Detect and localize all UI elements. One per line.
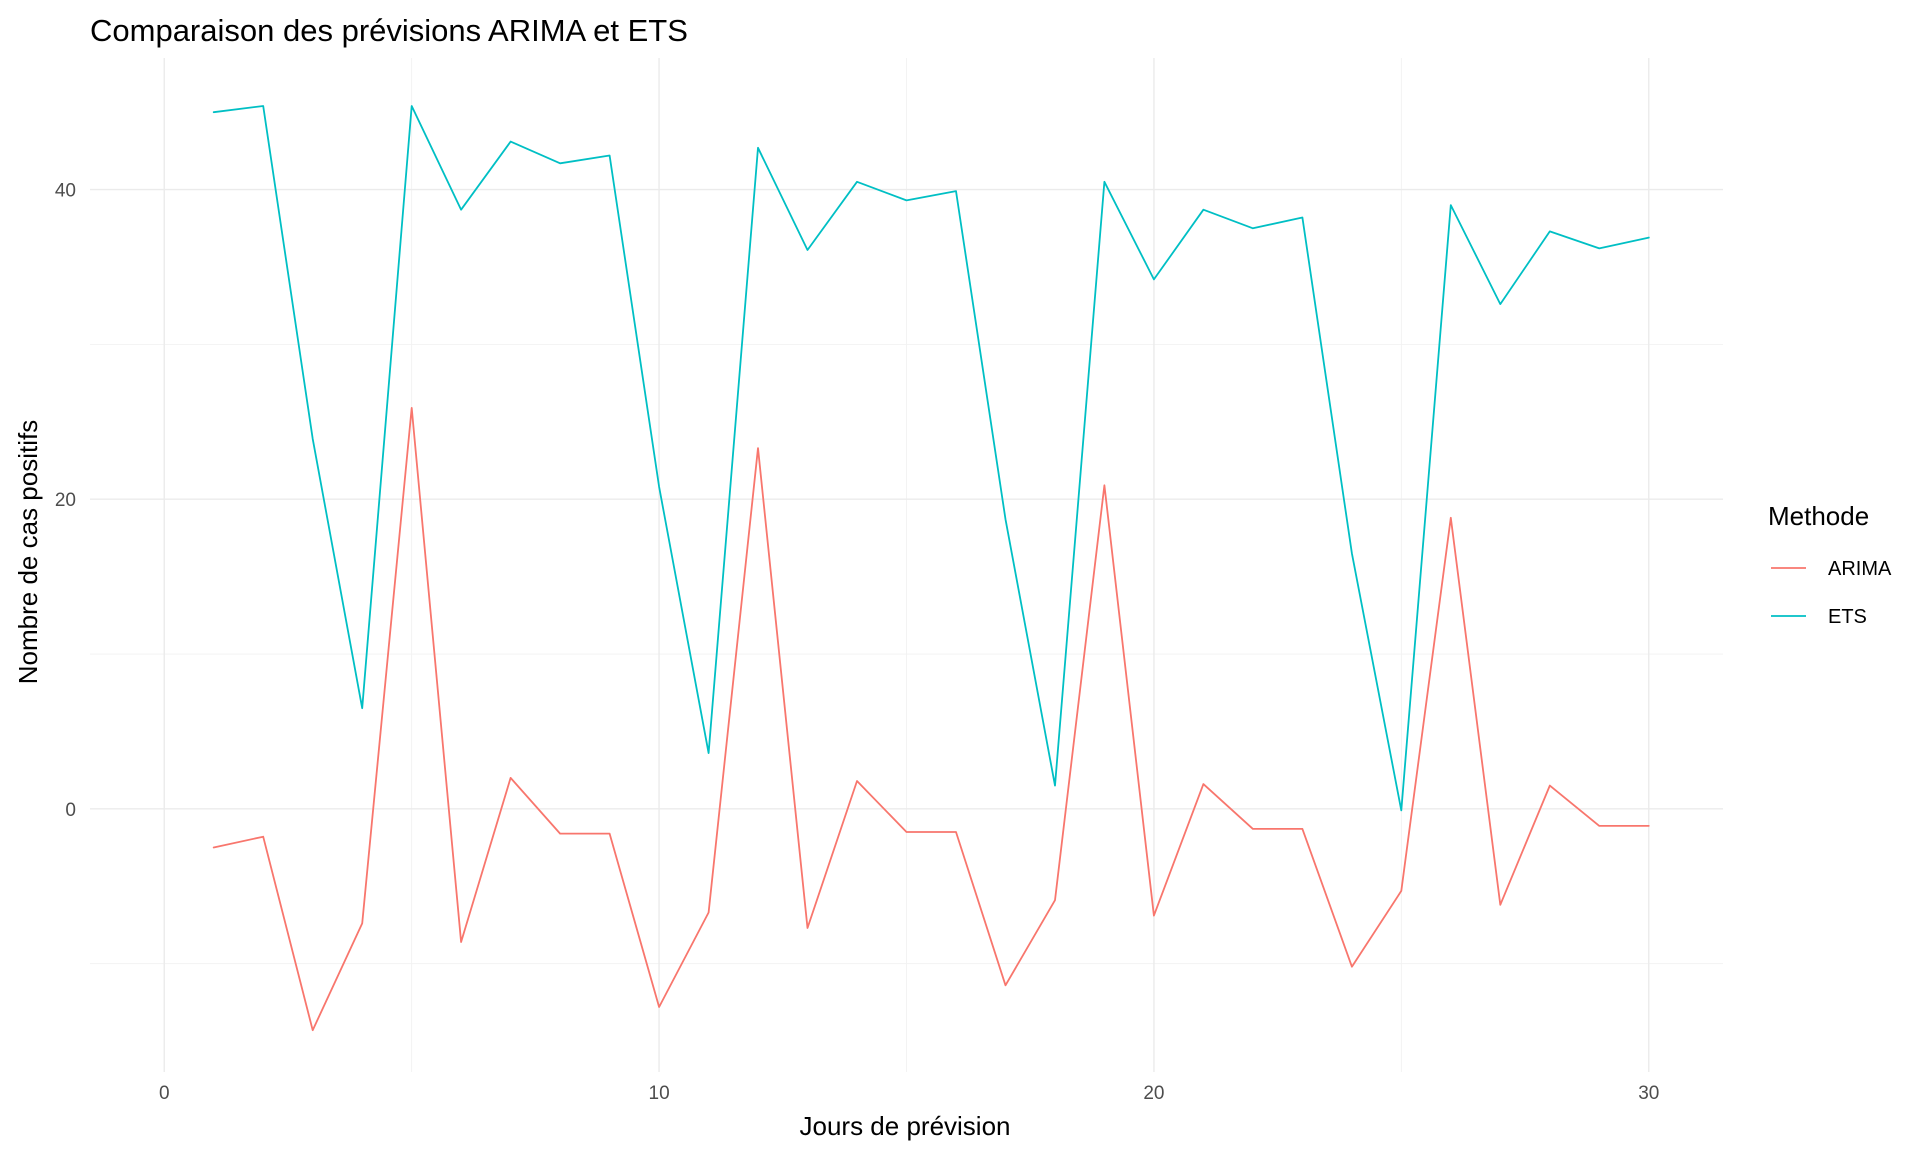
y-tick-label: 0 — [65, 800, 76, 821]
x-tick-label: 10 — [649, 1083, 670, 1104]
y-axis-ticks: 0 20 40 — [55, 181, 76, 821]
y-tick-label: 40 — [55, 181, 76, 202]
y-tick-label: 20 — [55, 490, 76, 511]
series-line-ets — [212, 105, 1650, 812]
x-axis-title: Jours de prévision — [800, 1111, 1011, 1141]
y-axis-title: Nombre de cas positifs — [13, 420, 43, 684]
legend-items: ARIMA ETS — [1771, 558, 1892, 628]
legend-title: Methode — [1768, 501, 1869, 531]
legend-label-ets: ETS — [1828, 606, 1867, 628]
x-tick-label: 30 — [1638, 1083, 1659, 1104]
chart-title: Comparaison des prévisions ARIMA et ETS — [90, 13, 688, 48]
x-tick-label: 0 — [159, 1083, 170, 1104]
x-tick-label: 20 — [1143, 1083, 1164, 1104]
series-line-arima — [212, 406, 1650, 1032]
series-lines — [212, 105, 1650, 1032]
legend: Methode ARIMA ETS — [1768, 501, 1892, 628]
legend-label-arima: ARIMA — [1828, 558, 1892, 580]
grid — [90, 58, 1723, 1072]
x-axis-ticks: 0 10 20 30 — [159, 1083, 1659, 1104]
